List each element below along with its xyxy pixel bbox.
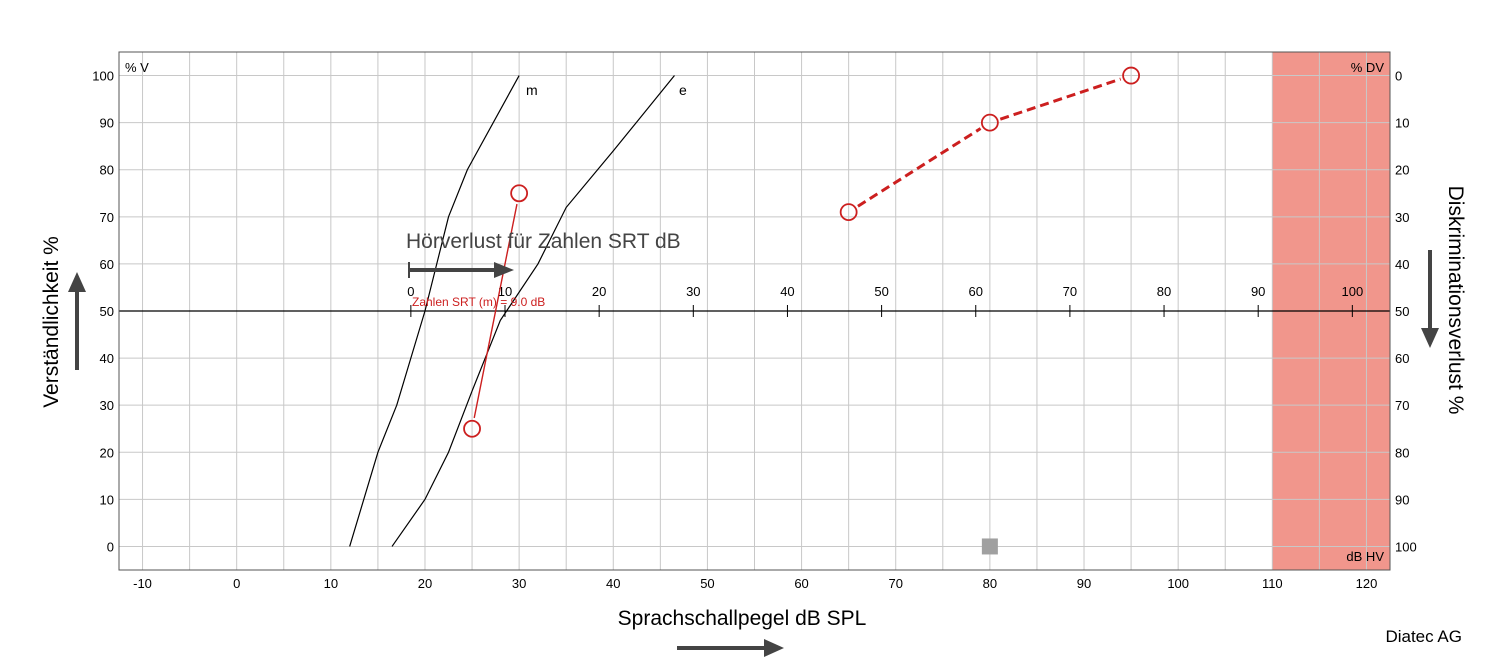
srt-annotation: Zahlen SRT (m) = 9.0 dB	[412, 295, 545, 309]
y-left-tick-label: 70	[100, 210, 114, 225]
hl-tick-label: 70	[1063, 284, 1077, 299]
e-curve-label: e	[679, 82, 687, 98]
y-left-axis-title: Verständlichkeit %	[40, 236, 63, 408]
x-tick-label: 60	[794, 576, 808, 591]
y-right-tick-label: 50	[1395, 304, 1409, 319]
y-left-tick-label: 10	[100, 492, 114, 507]
y-right-tick-label: 10	[1395, 116, 1409, 131]
right-unit-label: % DV	[1351, 60, 1385, 75]
y-right-tick-label: 30	[1395, 210, 1409, 225]
hl-axis-unit-label: dB HV	[1346, 549, 1384, 564]
x-tick-label: 0	[233, 576, 240, 591]
y-right-tick-label: 0	[1395, 69, 1402, 84]
y-left-tick-label: 60	[100, 257, 114, 272]
y-right-tick-label: 70	[1395, 398, 1409, 413]
hl-tick-label: 80	[1157, 284, 1171, 299]
y-left-tick-label: 20	[100, 445, 114, 460]
frame-layer	[118, 51, 1391, 571]
tick-labels-layer: -10 0 10 20 30 40 50 60 70 80 90 100 110 120010203040…	[92, 69, 1416, 591]
data-point-marker	[1122, 66, 1140, 85]
y-right-down-arrow	[1421, 250, 1439, 348]
x-tick-label: 40	[606, 576, 620, 591]
x-tick-label: 90	[1077, 576, 1091, 591]
y-right-tick-label: 90	[1395, 492, 1409, 507]
data-point-marker	[463, 419, 481, 438]
hl-tick-label: 20	[592, 284, 606, 299]
x-tick-label: 70	[888, 576, 902, 591]
hl-tick-label: 10	[498, 284, 512, 299]
reference-curve-m	[349, 75, 520, 547]
y-right-tick-label: 100	[1395, 539, 1417, 554]
x-tick-label: 120	[1356, 576, 1378, 591]
hl-tick-label: 50	[874, 284, 888, 299]
series-connector	[473, 203, 518, 419]
data-point-marker	[839, 203, 858, 222]
x-axis-title: Sprachschallpegel dB SPL	[618, 607, 867, 630]
left-unit-label: % V	[125, 60, 149, 75]
reference-curve-e	[391, 75, 675, 547]
hl-tick-label: 30	[686, 284, 700, 299]
y-left-tick-label: 100	[92, 69, 114, 84]
data-point-marker	[510, 184, 529, 203]
y-left-tick-label: 30	[100, 398, 114, 413]
x-tick-label: 50	[700, 576, 714, 591]
hl-tick-label: 60	[969, 284, 983, 299]
x-tick-label: 30	[512, 576, 526, 591]
series-connector	[999, 77, 1122, 121]
hl-tick-label: 40	[780, 284, 794, 299]
y-left-tick-label: 50	[100, 304, 114, 319]
y-left-tick-label: 40	[100, 351, 114, 366]
x-tick-label: 110	[1262, 576, 1283, 591]
y-right-tick-label: 40	[1395, 257, 1409, 272]
hl-tick-label: 0	[407, 284, 414, 299]
y-right-tick-label: 60	[1395, 351, 1409, 366]
series-connector	[857, 127, 982, 208]
x-axis-right-arrow	[677, 639, 784, 657]
plot-frame	[118, 51, 1391, 571]
y-right-tick-label: 20	[1395, 163, 1409, 178]
m-curve-label: m	[526, 82, 538, 98]
x-tick-label: -10	[133, 576, 152, 591]
x-tick-label: 100	[1167, 576, 1189, 591]
hearing-loss-annotation: Hörverlust für Zahlen SRT dB	[406, 230, 681, 253]
y-right-tick-label: 80	[1395, 445, 1409, 460]
x-tick-label: 10	[324, 576, 338, 591]
x-tick-label: 80	[983, 576, 997, 591]
x-tick-label: 20	[418, 576, 432, 591]
y-right-axis-title: Diskriminationsverlust %	[1444, 186, 1467, 415]
hearing-loss-arrow	[408, 262, 514, 278]
square-point-marker	[981, 538, 998, 555]
hl-tick-label: 90	[1251, 284, 1265, 299]
y-left-tick-label: 90	[100, 116, 114, 131]
hl-tick-label: 100	[1341, 284, 1363, 299]
y-left-tick-label: 80	[100, 163, 114, 178]
y-left-tick-label: 0	[107, 539, 114, 554]
company-label: Diatec AG	[1385, 627, 1462, 646]
data-point-marker	[980, 113, 999, 132]
y-left-up-arrow	[68, 272, 86, 370]
series-layer	[349, 66, 1140, 555]
